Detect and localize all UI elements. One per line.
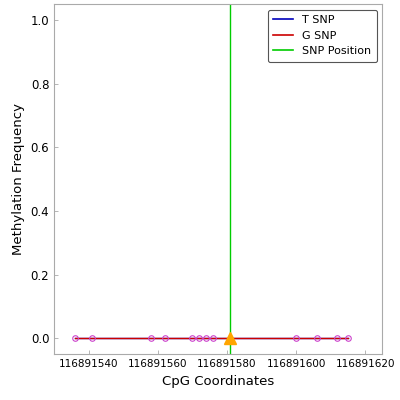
Y-axis label: Methylation Frequency: Methylation Frequency [12,103,25,255]
Legend: T SNP, G SNP, SNP Position: T SNP, G SNP, SNP Position [268,10,377,62]
X-axis label: CpG Coordinates: CpG Coordinates [162,375,274,388]
